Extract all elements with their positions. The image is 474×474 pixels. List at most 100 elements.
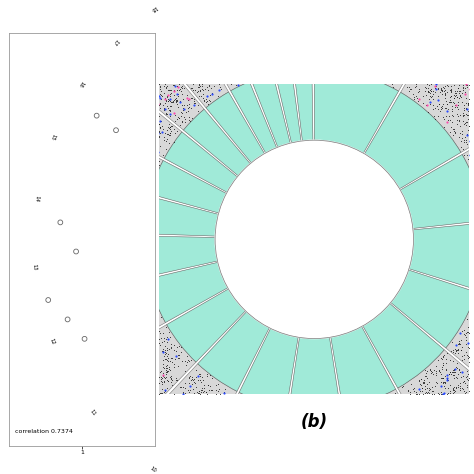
Point [294,430,301,438]
Point [440,30,447,38]
Point [324,5,332,13]
Point [86,332,94,339]
Point [141,68,148,75]
Point [229,0,237,3]
Point [417,455,425,463]
Point [443,428,451,436]
Point [315,461,322,469]
Point [92,250,100,257]
Point [66,236,74,244]
Point [216,83,224,91]
Point [97,250,104,257]
Point [80,128,88,135]
Point [371,14,379,21]
Point [73,250,80,258]
Point [225,396,232,404]
Point [448,102,456,109]
Point [294,0,301,7]
Point [140,80,148,87]
Point [438,391,446,398]
Point [400,12,408,19]
Point [307,473,314,474]
Point [217,65,224,73]
Point [410,411,418,419]
Point [413,0,421,8]
Point [126,404,134,411]
Point [416,451,423,459]
Point [365,5,372,13]
Point [419,405,426,412]
Point [154,67,162,74]
Point [350,61,358,69]
Point [418,393,426,401]
Point [253,434,261,441]
Point [266,10,273,18]
Point [465,353,473,361]
Point [433,73,440,80]
Point [403,0,411,4]
Point [156,390,164,397]
Point [195,79,203,86]
Point [369,416,377,423]
Point [110,167,118,175]
Point [450,429,458,437]
Point [420,377,428,384]
Point [443,100,451,108]
Point [118,128,125,135]
Point [98,265,106,273]
Point [426,410,433,417]
Point [335,454,343,462]
Point [159,345,167,353]
Point [65,311,73,319]
Point [381,37,389,45]
Point [180,105,187,113]
Point [276,425,283,432]
Point [114,105,122,113]
Point [94,111,101,118]
Point [417,15,425,23]
Point [183,101,191,109]
Point [372,33,379,40]
Point [76,146,84,153]
Point [466,68,474,76]
Point [94,354,102,362]
Point [99,255,106,263]
Point [432,372,439,379]
Point [187,399,194,407]
Point [65,179,73,186]
Point [344,37,351,45]
Point [473,58,474,65]
Point [186,43,193,51]
Point [353,410,361,417]
Point [151,372,159,379]
Point [64,191,72,198]
Point [144,103,152,110]
Point [236,431,243,438]
Point [171,117,178,125]
Point [108,100,116,107]
Point [96,153,104,160]
Point [257,55,265,62]
Point [158,122,165,130]
Point [206,6,214,13]
Point [76,205,83,212]
Point [469,95,474,103]
Point [188,79,196,86]
Point [205,469,213,474]
Point [100,85,108,93]
Point [224,465,231,473]
Point [323,465,330,473]
Point [159,372,167,379]
Point [84,194,92,201]
Point [446,454,453,462]
Point [208,471,216,474]
Point [260,458,268,466]
Point [421,404,429,411]
Point [119,108,127,116]
Point [113,328,121,335]
Point [98,138,106,146]
Point [372,0,379,4]
Point [216,16,224,24]
Point [322,433,330,441]
Point [298,429,306,437]
